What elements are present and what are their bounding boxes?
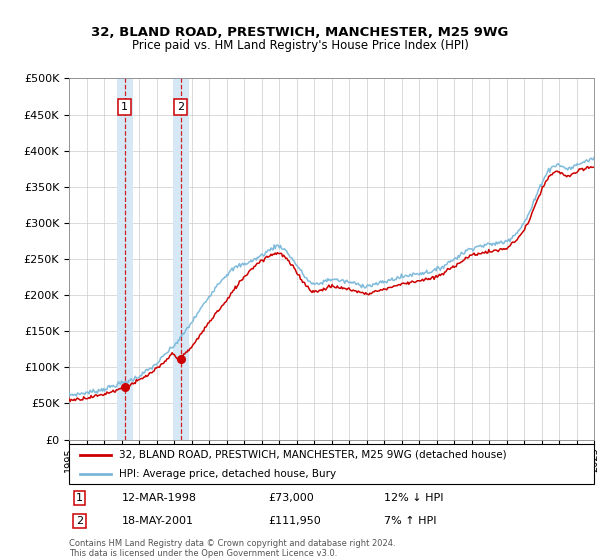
Text: 32, BLAND ROAD, PRESTWICH, MANCHESTER, M25 9WG: 32, BLAND ROAD, PRESTWICH, MANCHESTER, M…: [91, 26, 509, 39]
FancyBboxPatch shape: [69, 444, 594, 484]
Text: Price paid vs. HM Land Registry's House Price Index (HPI): Price paid vs. HM Land Registry's House …: [131, 39, 469, 53]
Bar: [173, 78, 188, 440]
Text: 2: 2: [76, 516, 83, 526]
Text: 2: 2: [177, 102, 184, 113]
Text: £111,950: £111,950: [269, 516, 321, 526]
Text: £73,000: £73,000: [269, 493, 314, 503]
Text: 12-MAR-1998: 12-MAR-1998: [121, 493, 197, 503]
Text: 1: 1: [121, 102, 128, 113]
Text: Contains HM Land Registry data © Crown copyright and database right 2024.
This d: Contains HM Land Registry data © Crown c…: [69, 539, 395, 558]
Text: 12% ↓ HPI: 12% ↓ HPI: [384, 493, 443, 503]
Text: 32, BLAND ROAD, PRESTWICH, MANCHESTER, M25 9WG (detached house): 32, BLAND ROAD, PRESTWICH, MANCHESTER, M…: [119, 450, 506, 460]
Text: 1: 1: [76, 493, 83, 503]
Text: 7% ↑ HPI: 7% ↑ HPI: [384, 516, 437, 526]
Text: HPI: Average price, detached house, Bury: HPI: Average price, detached house, Bury: [119, 469, 336, 478]
Bar: [117, 78, 133, 440]
Text: 18-MAY-2001: 18-MAY-2001: [121, 516, 193, 526]
